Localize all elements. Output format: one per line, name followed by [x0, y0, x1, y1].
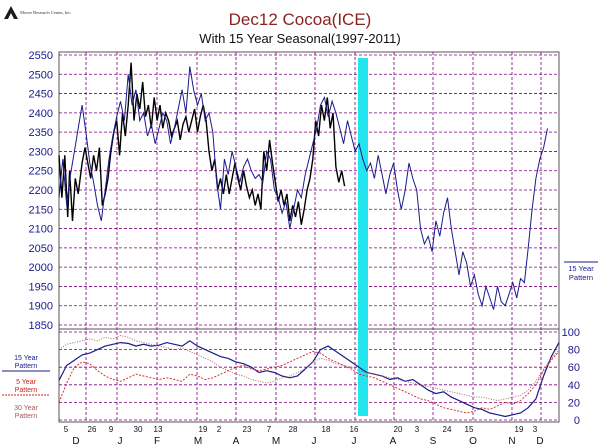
- legend-30yr-line2: Pattern: [15, 413, 38, 420]
- legend-15yr-line2: Pattern: [15, 363, 38, 370]
- logo-icon: [4, 6, 18, 19]
- price-tick-label: 2300: [29, 146, 53, 158]
- x-month-label: A: [390, 436, 397, 446]
- x-month-label: N: [508, 436, 515, 446]
- x-day-label: 19: [515, 425, 524, 434]
- logo: Moore Research Center, Inc.: [4, 6, 72, 19]
- right-legend-line1: 15 Year: [568, 264, 594, 273]
- x-day-label: 3: [533, 425, 538, 434]
- pattern-tick-label: 100: [562, 327, 580, 339]
- price-tick-label: 1950: [29, 281, 53, 293]
- pattern-tick-label: 20: [568, 397, 580, 409]
- price-tick-label: 2200: [29, 185, 53, 197]
- chart-subtitle: With 15 Year Seasonal(1997-2011): [199, 31, 400, 46]
- x-axis-day-labels: 5 26 9 30 13 19 2 23 7 28 18 16 20 3 24 15 19 3: [64, 425, 538, 434]
- price-tick-label: 2250: [29, 166, 53, 178]
- x-day-label: 3: [415, 425, 420, 434]
- price-tick-label: 2450: [29, 89, 53, 101]
- pattern-5yr-line: [58, 350, 560, 414]
- x-day-label: 15: [465, 425, 474, 434]
- x-day-label: 26: [88, 425, 97, 434]
- seasonal-15yr-line: [58, 66, 548, 310]
- price-tick-label: 2050: [29, 243, 53, 255]
- x-month-label: J: [312, 436, 317, 446]
- legend-15yr-line1: 15 Year: [14, 355, 38, 362]
- right-legend-line2: Pattern: [569, 273, 593, 282]
- x-day-label: 28: [289, 425, 298, 434]
- price-tick-label: 1850: [29, 320, 53, 332]
- x-day-label: 5: [64, 425, 69, 434]
- legend-5yr-line1: 5 Year: [16, 379, 37, 386]
- price-tick-label: 2000: [29, 262, 53, 274]
- price-y-axis: 1850 1900 1950 2000 2050 2100 2150 2200 2250 2300…: [29, 50, 53, 332]
- price-tick-label: 2400: [29, 108, 53, 120]
- x-month-label: O: [469, 436, 477, 446]
- price-tick-label: 2500: [29, 69, 53, 81]
- chart-title: Dec12 Cocoa(ICE): [229, 10, 372, 29]
- legend-30yr-line1: 30 Year: [14, 405, 38, 412]
- x-month-label: D: [536, 436, 543, 446]
- price-tick-label: 1900: [29, 301, 53, 313]
- price-series-line: [58, 62, 346, 225]
- price-tick-label: 2350: [29, 127, 53, 139]
- x-day-label: 19: [199, 425, 208, 434]
- x-month-label: J: [352, 436, 357, 446]
- x-day-label: 16: [350, 425, 359, 434]
- x-month-label: M: [272, 436, 280, 446]
- x-day-label: 30: [134, 425, 143, 434]
- pattern-panel: [58, 335, 560, 418]
- pattern-tick-label: 40: [568, 380, 580, 392]
- seasonal-window-highlight: [358, 58, 368, 416]
- x-day-label: 9: [109, 425, 114, 434]
- x-day-label: 7: [267, 425, 272, 434]
- pattern-30yr-line: [58, 335, 560, 402]
- right-legend: 15 Year Pattern: [564, 261, 598, 282]
- plot-frame: [58, 51, 560, 423]
- legend-5yr-line2: Pattern: [15, 387, 38, 394]
- grid: [59, 52, 559, 422]
- x-month-label: M: [194, 436, 202, 446]
- x-month-label: S: [430, 436, 437, 446]
- x-day-label: 20: [394, 425, 403, 434]
- x-day-label: 13: [154, 425, 163, 434]
- price-tick-label: 2150: [29, 204, 53, 216]
- price-panel: [58, 62, 548, 310]
- x-day-label: 24: [443, 425, 452, 434]
- price-tick-label: 2550: [29, 50, 53, 62]
- pattern-tick-label: 80: [568, 345, 580, 357]
- left-legend: 15 Year Pattern 5 Year Pattern 30 Year P…: [2, 355, 50, 420]
- x-month-label: D: [72, 436, 79, 446]
- x-month-label: F: [154, 436, 160, 446]
- pattern-y-axis: 0 20 40 60 80 100: [562, 327, 580, 427]
- x-day-label: 18: [322, 425, 331, 434]
- x-month-label: A: [233, 436, 240, 446]
- x-day-label: 23: [243, 425, 252, 434]
- x-day-label: 2: [217, 425, 222, 434]
- x-month-label: J: [118, 436, 123, 446]
- pattern-tick-label: 0: [574, 415, 580, 427]
- pattern-tick-label: 60: [568, 362, 580, 374]
- price-tick-label: 2100: [29, 224, 53, 236]
- logo-text: Moore Research Center, Inc.: [20, 10, 72, 16]
